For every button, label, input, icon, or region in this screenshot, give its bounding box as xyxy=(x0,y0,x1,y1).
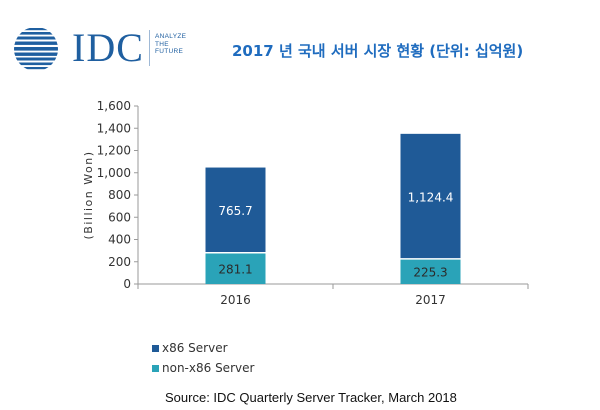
idc-logo xyxy=(5,26,225,72)
x-tick-label: 2017 xyxy=(415,293,446,307)
chart-legend: x86 Server non-x86 Server xyxy=(152,338,254,378)
y-tick-label: 1,400 xyxy=(97,121,131,135)
legend-label-x86: x86 Server xyxy=(162,341,228,355)
y-tick-label: 400 xyxy=(108,233,131,247)
logo-wordmark: IDC xyxy=(72,25,144,70)
bar-non-x86 xyxy=(400,258,461,284)
y-tick-label: 200 xyxy=(108,255,131,269)
bar-data-label: 281.1 xyxy=(218,262,252,276)
y-tick-label: 600 xyxy=(108,210,131,224)
legend-item-non-x86: non-x86 Server xyxy=(152,358,254,378)
y-tick-label: 1,600 xyxy=(97,99,131,113)
logo-divider xyxy=(149,30,150,66)
logo-tagline-line: ANALYZE xyxy=(155,33,187,40)
logo-tagline-line: FUTURE xyxy=(155,48,184,55)
bar-data-label: 1,124.4 xyxy=(408,190,454,204)
y-axis-label: (Billion Won) xyxy=(82,151,95,240)
legend-item-x86: x86 Server xyxy=(152,338,254,358)
legend-label-non-x86: non-x86 Server xyxy=(162,361,255,375)
source-note: Source: IDC Quarterly Server Tracker, Ma… xyxy=(165,390,457,405)
y-tick-label: 800 xyxy=(108,188,131,202)
y-tick-label: 1,200 xyxy=(97,144,131,158)
bar-x86 xyxy=(205,167,266,253)
bar-non-x86 xyxy=(205,252,266,284)
bar-data-label: 225.3 xyxy=(413,265,447,279)
y-tick-label: 1,000 xyxy=(97,166,131,180)
chart-title: 2017 년 국내 서버 시장 현황 (단위: 십억원) xyxy=(232,42,524,60)
bar-data-label: 765.7 xyxy=(218,204,252,218)
logo-tagline: ANALYZE THE FUTURE xyxy=(155,33,186,56)
y-tick-label: 0 xyxy=(123,277,131,291)
logo-tagline-line: THE xyxy=(155,40,169,48)
idc-globe-icon xyxy=(14,28,58,70)
x-tick-label: 2016 xyxy=(220,293,251,307)
legend-swatch-non-x86 xyxy=(152,364,159,372)
legend-swatch-x86 xyxy=(152,344,159,352)
bar-x86 xyxy=(400,133,461,259)
